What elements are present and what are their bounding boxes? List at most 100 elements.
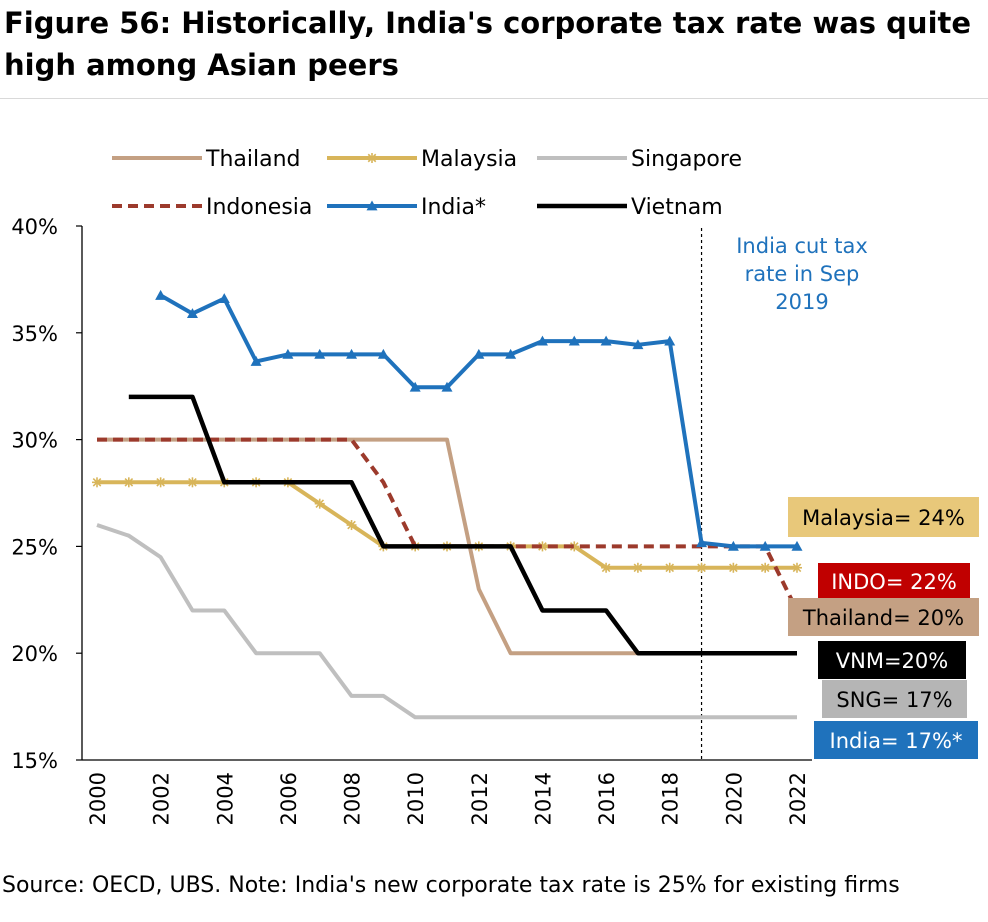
- data-point-malaysia: [760, 562, 771, 573]
- end-labels: Malaysia= 24% INDO= 22% Thailand= 20% VNM=2…: [788, 497, 979, 759]
- data-point-malaysia: [601, 562, 612, 573]
- x-tick-label: 2022: [786, 772, 810, 825]
- data-point-india: [536, 335, 548, 346]
- data-point-india: [250, 355, 262, 366]
- data-point-india: [441, 381, 453, 392]
- end-label-vnm-20: VNM=20%: [818, 641, 966, 679]
- y-tick-label: 20%: [11, 642, 58, 666]
- legend-item-malaysia: Malaysia: [327, 147, 517, 172]
- x-tick-label: 2002: [150, 772, 174, 825]
- data-point-india: [314, 348, 326, 359]
- end-label-text: VNM=20%: [836, 649, 948, 673]
- series-malaysia: [92, 477, 802, 573]
- end-label-box: [788, 497, 979, 537]
- end-label-text: INDO= 22%: [831, 570, 957, 594]
- data-point-india: [759, 540, 771, 551]
- x-tick-label: 2018: [659, 772, 683, 825]
- end-label-text: Malaysia= 24%: [802, 506, 965, 530]
- y-tick-label: 30%: [11, 429, 58, 453]
- data-point-malaysia: [123, 477, 134, 488]
- data-point-india: [505, 348, 517, 359]
- annotation-layer: India cut tax rate in Sep 2019: [736, 234, 868, 314]
- x-tick-label: 2008: [341, 772, 365, 825]
- x-tick-label: 2014: [531, 772, 555, 825]
- data-point-malaysia: [728, 562, 739, 573]
- legend-marker-india: [366, 200, 378, 211]
- legend-label-singapore: Singapore: [631, 147, 742, 172]
- end-label-box: [814, 721, 978, 759]
- data-point-india: [409, 381, 421, 392]
- end-label-text: SNG= 17%: [836, 688, 952, 712]
- end-label-malaysia-24: Malaysia= 24%: [788, 497, 979, 537]
- data-point-india: [600, 335, 612, 346]
- line-chart: 15% 20% 25% 30% 35% 40% 2000 2002 2004 2006 2008 20…: [11, 147, 979, 825]
- data-point-india: [186, 308, 198, 318]
- source-note: Source: OECD, UBS. Note: India's new cor…: [2, 873, 900, 898]
- end-label-text: Thailand= 20%: [802, 606, 964, 630]
- legend-label-india: India*: [421, 195, 486, 220]
- chart-axes: 15% 20% 25% 30% 35% 40% 2000 2002 2004 2006 2008 20…: [11, 215, 812, 825]
- legend-label-indonesia: Indonesia: [206, 195, 312, 220]
- x-tick-label: 2012: [468, 772, 492, 825]
- end-label-thailand-20: Thailand= 20%: [788, 598, 979, 636]
- data-point-india: [568, 335, 580, 346]
- legend-item-india: India*: [327, 195, 486, 220]
- data-point-india: [346, 348, 358, 359]
- legend-item-vietnam: Vietnam: [537, 195, 723, 220]
- x-tick-label: 2006: [277, 772, 301, 825]
- end-label-box: [788, 598, 979, 636]
- legend-marker-malaysia: [367, 153, 377, 163]
- data-point-india: [473, 348, 485, 359]
- series-singapore: [96, 523, 797, 720]
- data-point-india: [632, 339, 644, 350]
- series-line-vietnam: [128, 394, 797, 656]
- y-tick-label: 35%: [11, 322, 58, 346]
- data-point-malaysia: [632, 562, 643, 573]
- y-tick-label: 15%: [11, 749, 58, 773]
- data-point-india: [727, 540, 739, 551]
- end-label-indo-22: INDO= 22%: [818, 563, 970, 599]
- series-line-indonesia: [97, 437, 799, 612]
- data-point-malaysia: [696, 562, 707, 573]
- chart-title: Figure 56: Historically, India's corpora…: [4, 6, 972, 82]
- series-layer: [92, 289, 803, 720]
- data-point-malaysia: [155, 477, 166, 488]
- x-tick-label: 2010: [404, 772, 428, 825]
- end-label-text: India= 17%*: [830, 729, 963, 753]
- end-label-box: [818, 641, 966, 679]
- data-point-india: [155, 289, 167, 300]
- data-point-malaysia: [664, 562, 675, 573]
- data-point-malaysia: [314, 498, 325, 509]
- legend-label-vietnam: Vietnam: [631, 195, 723, 220]
- x-tick-label: 2004: [213, 772, 237, 825]
- data-point-malaysia: [792, 562, 802, 573]
- end-label-box: [822, 680, 967, 718]
- annotation-india-cut: India cut tax rate in Sep 2019: [736, 234, 868, 314]
- legend-item-indonesia: Indonesia: [112, 195, 312, 220]
- x-tick-label: 2000: [86, 772, 110, 825]
- data-point-india: [791, 540, 803, 551]
- data-point-india: [282, 348, 294, 359]
- legend-item-singapore: Singapore: [537, 147, 742, 172]
- data-point-india: [696, 537, 708, 548]
- series-india: [155, 289, 803, 551]
- legend-label-malaysia: Malaysia: [421, 147, 517, 172]
- legend-item-thailand: Thailand: [112, 147, 300, 172]
- data-point-malaysia: [187, 477, 198, 488]
- y-tick-label: 40%: [11, 215, 58, 239]
- legend-label-thailand: Thailand: [205, 147, 300, 172]
- legend: Thailand Malaysia Singapore Indonesia India*…: [112, 147, 742, 220]
- x-tick-label: 2016: [595, 772, 619, 825]
- y-tick-label: 25%: [11, 535, 58, 559]
- data-point-india: [377, 348, 389, 359]
- end-label-sng-17: SNG= 17%: [822, 680, 967, 718]
- series-indonesia: [97, 437, 799, 612]
- data-point-malaysia: [346, 520, 357, 531]
- title-divider: [0, 98, 988, 99]
- data-point-malaysia: [92, 477, 102, 488]
- series-vietnam: [128, 394, 797, 656]
- series-line-singapore: [96, 523, 797, 720]
- end-label-india-17: India= 17%*: [814, 721, 978, 759]
- end-label-box: [818, 563, 970, 599]
- x-tick-label: 2020: [722, 772, 746, 825]
